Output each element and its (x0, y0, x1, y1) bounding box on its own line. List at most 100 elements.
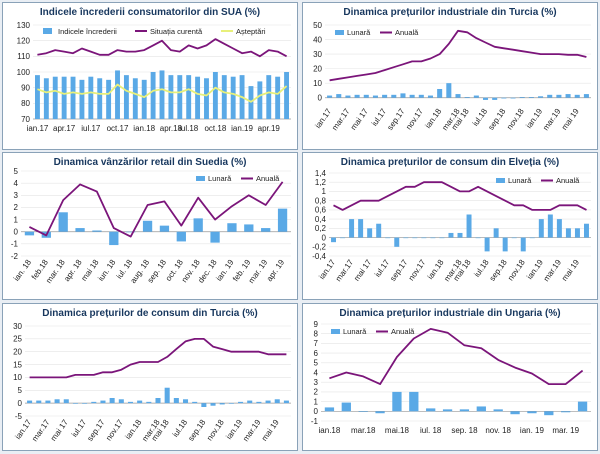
x-tick-label: mar.19 (542, 258, 564, 284)
bar (340, 237, 346, 239)
bar (155, 398, 161, 404)
x-tick-label: ian. 19 (520, 426, 545, 435)
x-tick-label: nov.17 (404, 107, 425, 132)
bar (376, 223, 382, 238)
bar (227, 223, 237, 232)
bar (484, 237, 490, 252)
legend-swatch (541, 179, 553, 182)
bar (177, 75, 183, 119)
y-tick-label: 0 (322, 233, 327, 242)
x-tick-label: sep.17 (388, 258, 409, 283)
x-tick-label: mar.18 (351, 426, 376, 435)
bar (442, 409, 453, 412)
x-tick-label: oct.17 (107, 124, 129, 133)
y-tick-label: -1 (311, 417, 319, 426)
bar (439, 237, 445, 239)
x-tick-label: sep. 18 (451, 426, 478, 435)
x-tick-label: mai 19 (260, 418, 281, 443)
bar (482, 97, 489, 100)
bar (266, 75, 272, 119)
legend-swatch (241, 177, 253, 180)
bar (35, 75, 40, 119)
bar (473, 95, 479, 98)
bar (547, 94, 553, 98)
bar (336, 94, 342, 98)
bar (421, 237, 427, 239)
x-tick-label: mar.19 (541, 107, 563, 133)
legend-label: Indicele încrederii (58, 27, 117, 36)
bar (331, 237, 337, 243)
y-tick-label: 30 (13, 322, 22, 331)
bar (150, 72, 156, 119)
chart-title: Indicele încrederii consumatorilor din S… (40, 7, 260, 18)
bar (493, 228, 499, 238)
y-tick-label: 4 (14, 179, 19, 188)
bar (88, 76, 94, 119)
bar (261, 228, 271, 232)
bar (565, 228, 571, 238)
bar (186, 75, 192, 119)
bar (341, 402, 351, 412)
bar (372, 95, 378, 98)
y-tick-label: 15 (13, 360, 22, 369)
x-tick-label: mai.18 (385, 426, 410, 435)
y-tick-label: 0 (18, 399, 23, 408)
bar (358, 411, 368, 412)
x-tick-label: nov. 18 (485, 426, 511, 435)
bar (58, 212, 68, 232)
bar (132, 78, 138, 119)
series-line (329, 327, 584, 385)
bar (354, 94, 360, 98)
bar (544, 411, 554, 416)
legend-swatch (135, 30, 147, 32)
x-tick-label: iun. 18 (96, 258, 117, 283)
bar (556, 219, 562, 238)
bar (192, 401, 198, 404)
bar (159, 70, 165, 119)
x-tick-label: sep.17 (385, 107, 406, 132)
bar (403, 237, 409, 239)
bar (382, 94, 388, 98)
y-tick-label: 90 (21, 83, 30, 92)
bar (492, 97, 498, 100)
x-tick-label: nov.18 (506, 258, 527, 283)
bar (43, 78, 49, 119)
x-tick-label: iul.18 (179, 124, 199, 133)
bar (141, 79, 147, 119)
bar (212, 72, 218, 119)
x-tick-label: iul. 18 (420, 426, 442, 435)
bar (45, 400, 51, 404)
series-line (329, 29, 587, 82)
y-tick-label: 4 (314, 368, 319, 377)
x-tick-label: ian.17 (27, 124, 49, 133)
y-tick-label: 10 (313, 79, 322, 88)
bar (193, 218, 203, 232)
bar (455, 94, 461, 98)
legend-label: Lunară (347, 28, 371, 37)
bar (583, 94, 589, 98)
chart-title: Dinamica prețurilor de consum din Turcia… (42, 308, 257, 319)
bar (574, 94, 580, 98)
y-tick-label: 2 (14, 203, 19, 212)
bar (476, 406, 486, 412)
bar (349, 219, 355, 238)
x-tick-label: apr.19 (258, 124, 281, 133)
y-tick-label: 3 (14, 191, 19, 200)
x-tick-label: ian. 18 (12, 258, 33, 283)
bar (91, 401, 97, 404)
x-tick-label: iul.17 (81, 124, 101, 133)
bar (79, 79, 85, 119)
x-tick-label: mar. 19 (552, 426, 579, 435)
bar (501, 97, 507, 99)
x-tick-label: sep.18 (486, 107, 507, 132)
bar (54, 399, 60, 404)
legend-swatch (496, 178, 505, 183)
bar (475, 237, 481, 239)
y-tick-label: 8 (314, 330, 319, 339)
legend-label: Lunară (208, 174, 232, 183)
bar (61, 76, 67, 119)
bar (510, 411, 520, 415)
bar (219, 403, 225, 405)
bar (201, 403, 207, 407)
bar (418, 94, 424, 98)
